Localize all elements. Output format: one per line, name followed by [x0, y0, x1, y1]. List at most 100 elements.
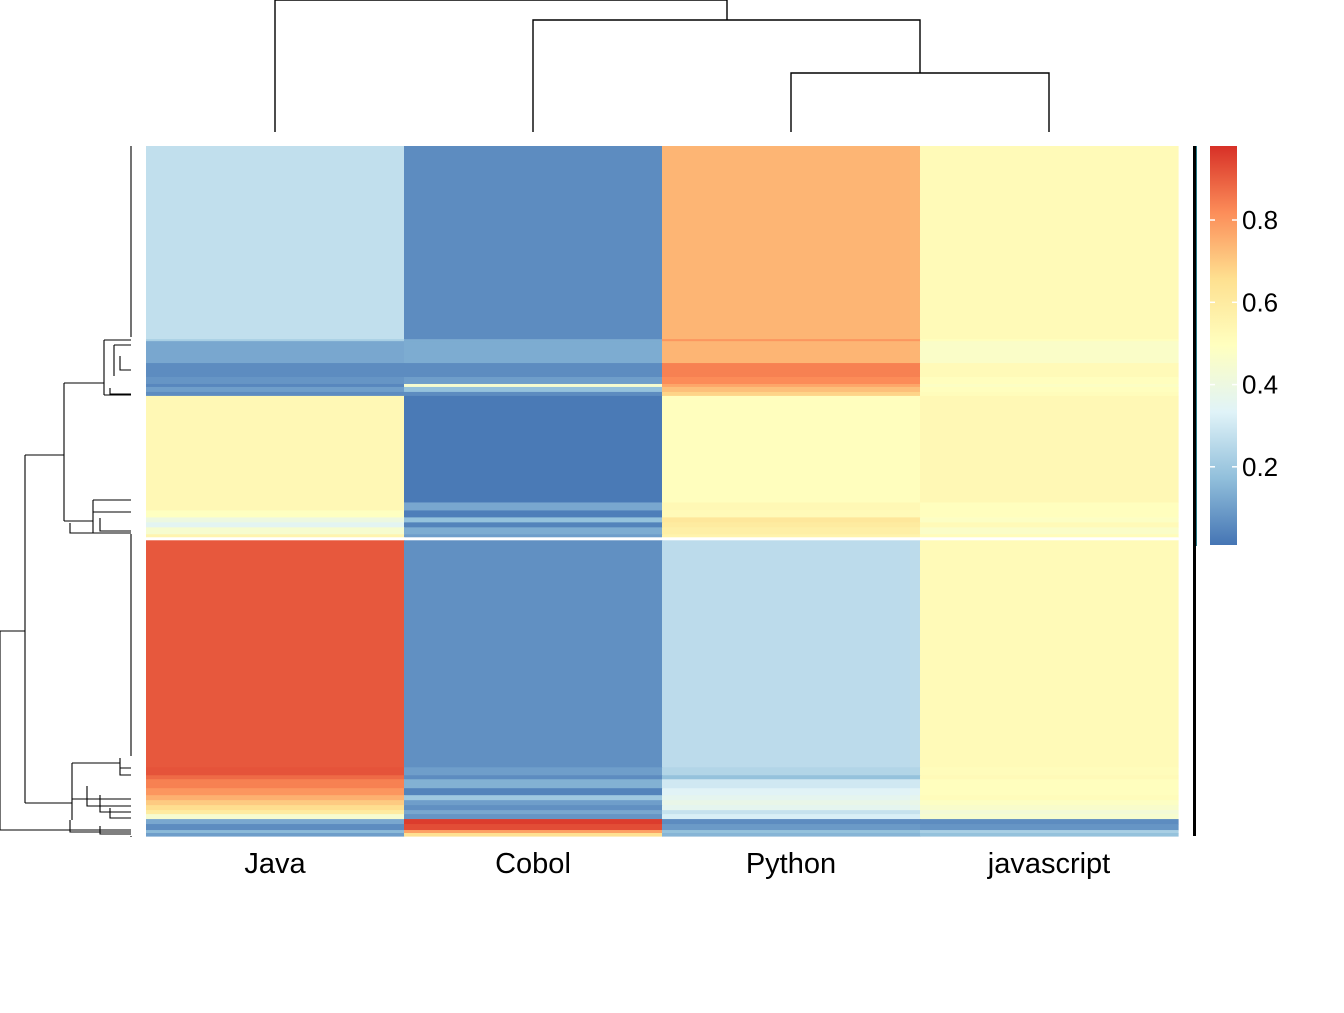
colorbar-gradient: [1210, 146, 1237, 545]
heatmap-cell: [404, 805, 663, 811]
heatmap-cell: [662, 830, 921, 834]
heatmap-cell: [662, 510, 921, 518]
heatmap-cell: [404, 517, 663, 523]
heatmap-cell: [920, 383, 1179, 388]
heatmap-cell: [146, 824, 405, 831]
heatmap-cell: [920, 146, 1179, 340]
heatmap-cell: [920, 517, 1179, 523]
col-dendro-python-javascript: [790, 72, 1050, 132]
column-label: javascript: [987, 848, 1111, 880]
heatmap-cell: [404, 833, 663, 837]
heatmap-cell: [920, 522, 1179, 528]
heatmap-cell: [920, 814, 1179, 820]
heatmap-cell: [920, 819, 1179, 825]
heatmap-cell: [404, 537, 663, 541]
heatmap-cell: [920, 534, 1179, 538]
colorbar: 0.2 0.4 0.6 0.8: [1210, 146, 1278, 545]
heatmap-cell: [662, 833, 921, 837]
heatmap-cell: [662, 386, 921, 393]
heatmap-cell: [404, 795, 663, 801]
row-label-strip: [1193, 146, 1196, 836]
heatmap-cell: [146, 800, 405, 806]
heatmap-cell: [146, 510, 405, 518]
heatmap-cell: [404, 146, 663, 340]
heatmap-cell: [146, 527, 405, 535]
heatmap-cell: [146, 341, 405, 364]
heatmap-cell: [404, 363, 663, 378]
row-dendro-root: [0, 146, 132, 835]
heatmap-cell: [404, 534, 663, 538]
heatmap-cell: [662, 800, 921, 806]
heatmap-cell: [662, 767, 921, 776]
heatmap-cell: [920, 537, 1179, 541]
heatmap-cell: [662, 810, 921, 815]
heatmap-cell: [404, 814, 663, 820]
heatmap-cell: [662, 819, 921, 825]
heatmap-cell: [404, 377, 663, 385]
heatmap-cell: [920, 540, 1179, 768]
heatmap-cell: [404, 527, 663, 535]
heatmap-cell: [920, 805, 1179, 811]
heatmap-cells: [146, 146, 1179, 837]
heatmap-cell: [662, 788, 921, 796]
heatmap-cell: [662, 363, 921, 378]
heatmap-cell: [146, 363, 405, 378]
heatmap-cell: [920, 779, 1179, 789]
heatmap-cell: [146, 788, 405, 796]
heatmap-cell: [920, 800, 1179, 806]
heatmap-cell: [146, 383, 405, 388]
heatmap-cell: [146, 805, 405, 811]
heatmap-cell: [146, 517, 405, 523]
heatmap-cell: [146, 502, 405, 512]
column-label: Cobol: [495, 848, 571, 880]
heatmap-cell: [662, 814, 921, 820]
heatmap-cell: [146, 540, 405, 768]
heatmap-cell: [920, 510, 1179, 518]
heatmap-cell: [404, 383, 663, 388]
heatmap-cell: [404, 775, 663, 780]
heatmap-cell: [146, 775, 405, 780]
column-labels: Java Cobol Python javascript: [244, 848, 1110, 880]
heatmap-cell: [404, 779, 663, 789]
heatmap-cell: [146, 537, 405, 541]
heatmap-cell: [920, 795, 1179, 801]
heatmap-cell: [662, 341, 921, 364]
heatmap-cell: [662, 775, 921, 780]
heatmap-cell: [920, 377, 1179, 385]
heatmap-cell: [404, 341, 663, 364]
heatmap-cell: [146, 534, 405, 538]
column-label: Java: [244, 848, 306, 880]
heatmap-cell: [920, 810, 1179, 815]
heatmap-cell: [404, 824, 663, 831]
heatmap-cell: [146, 522, 405, 528]
heatmap-cell: [404, 522, 663, 528]
heatmap-cell: [920, 788, 1179, 796]
heatmap-cell: [404, 510, 663, 518]
heatmap-cell: [920, 341, 1179, 364]
heatmap-cell: [146, 146, 405, 340]
heatmap-cell: [146, 814, 405, 820]
column-dendrogram: [274, 0, 1050, 132]
heatmap-cell: [146, 339, 405, 342]
heatmap-cell: [920, 527, 1179, 535]
heatmap-cell: [920, 502, 1179, 512]
heatmap-cell: [920, 386, 1179, 393]
heatmap-cell: [662, 527, 921, 535]
heatmap-cell: [146, 395, 405, 504]
heatmap-cell: [662, 537, 921, 541]
heatmap-cell: [662, 502, 921, 512]
heatmap-cell: [662, 391, 921, 397]
row-label-strip-shade: [1196, 146, 1197, 546]
colorbar-tick-label: 0.8: [1242, 205, 1278, 235]
heatmap-cell: [146, 767, 405, 776]
heatmap-cell: [146, 830, 405, 834]
heatmap-cell: [404, 819, 663, 825]
heatmap-cell: [662, 824, 921, 831]
heatmap-cell: [920, 363, 1179, 378]
heatmap-cell: [404, 767, 663, 776]
heatmap-cell: [662, 805, 921, 811]
heatmap-cell: [404, 391, 663, 397]
heatmap-cell: [146, 795, 405, 801]
